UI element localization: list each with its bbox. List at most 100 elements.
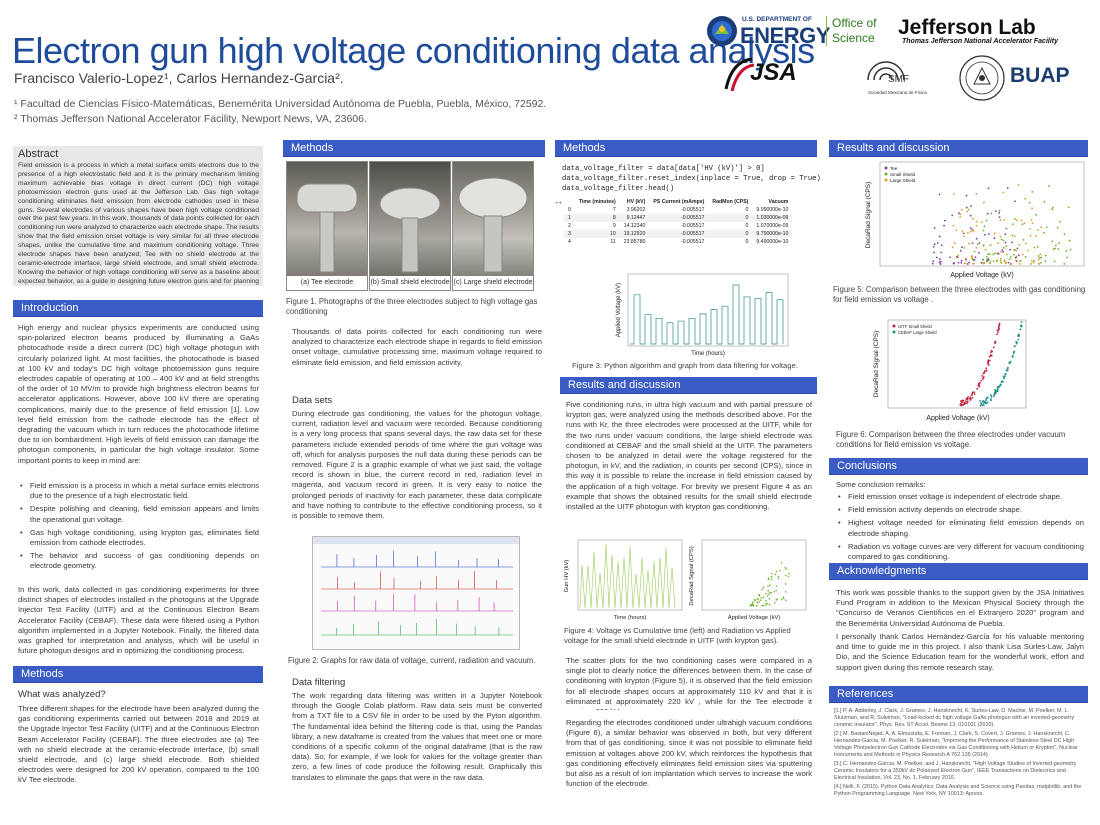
fig5-point xyxy=(1002,250,1005,253)
fig5-point xyxy=(1023,222,1026,225)
fig5-point xyxy=(980,221,983,224)
results-paragraph-1: Five conditioning runs, in ultra high va… xyxy=(566,400,812,512)
fig5-point xyxy=(969,227,972,230)
figure-5-caption: Figure 5: Comparison between the three e… xyxy=(833,285,1086,304)
fig5-point xyxy=(933,243,936,246)
fig6-point xyxy=(965,402,967,405)
fig5-point xyxy=(1001,248,1004,251)
table-cell: 1 xyxy=(564,214,575,222)
fig4b-point xyxy=(762,596,765,599)
fig5-point xyxy=(993,232,996,235)
fig4b-point xyxy=(751,602,754,605)
table-cell: -0.005517 xyxy=(649,214,709,222)
fig6-point xyxy=(982,402,985,405)
fig5-point xyxy=(1037,255,1040,257)
fig4b-point xyxy=(775,589,777,592)
fig4b-point xyxy=(782,597,785,600)
fig6-point xyxy=(981,374,984,377)
fig5-xlabel: Applied Voltage (kV) xyxy=(950,272,1013,279)
fig5-point xyxy=(957,256,960,259)
fig5-point xyxy=(944,219,946,222)
fig6-point xyxy=(978,385,981,388)
fig4b-point xyxy=(770,578,773,581)
fig6-point xyxy=(987,361,989,364)
fig5-point xyxy=(1051,240,1054,243)
fig5-point xyxy=(1002,246,1005,249)
fig6-point xyxy=(964,400,967,403)
photo-tee-electrode: (a) Tee electrode xyxy=(286,161,368,291)
fig4b-point xyxy=(758,594,761,597)
fig4b-point xyxy=(767,585,769,587)
table-header-row: Time (minutes) HV (kV) PS Current (mAmps… xyxy=(564,198,792,206)
fig6-point xyxy=(994,390,997,393)
fig6-point xyxy=(994,392,997,395)
fig6-point xyxy=(966,402,969,404)
legend-label-small: Small Shield xyxy=(890,172,916,177)
fig6-point xyxy=(1016,341,1018,344)
table-row: 4 11 23.85780 -0.005517 0 9.490000e-10 xyxy=(564,238,792,246)
acknowledgments-paragraph-2: I personally thank Carlos Hernández-Garc… xyxy=(836,632,1084,672)
office-text-1: Office of xyxy=(832,16,877,30)
table-cell: 0 xyxy=(745,239,749,245)
fig5-point xyxy=(1005,245,1008,248)
fig3-ylabel: Applied Voltage (kV) xyxy=(616,283,622,337)
small-shield-illustration xyxy=(379,187,441,273)
legend-marker-tee xyxy=(884,166,888,170)
fig5-point xyxy=(1029,234,1032,237)
fig5-point xyxy=(972,259,975,262)
fig5-point xyxy=(967,232,969,234)
fig5-point xyxy=(965,194,968,197)
photo-label-tee: (a) Tee electrode xyxy=(287,276,367,290)
fig5-point xyxy=(1018,244,1021,246)
fig6-point xyxy=(1004,373,1007,376)
fig6-point xyxy=(987,359,990,362)
fig5-point xyxy=(932,245,935,248)
reference-item: [2.] M. BastaniNejad, A. A. Elmustafa, E… xyxy=(834,731,1078,758)
figure-3-caption: Figure 3: Python algorithm and graph fro… xyxy=(572,361,798,370)
fig6-point xyxy=(1013,345,1016,348)
fig4b-point xyxy=(762,604,765,607)
fig5-point xyxy=(987,187,990,190)
fig6-point xyxy=(990,351,992,354)
fig6-point xyxy=(997,326,1000,329)
table-cell: 1.070000e-09 xyxy=(756,223,789,229)
methods-right-header: Methods xyxy=(555,140,817,157)
fig5-point xyxy=(971,256,973,259)
fig5-point xyxy=(1059,220,1062,223)
table-cell: 9.790000e-10 xyxy=(752,230,793,238)
fig4b-point xyxy=(771,572,773,575)
fig4b-point xyxy=(768,603,771,606)
fig5-point xyxy=(988,233,990,235)
fig4b-frame xyxy=(701,539,807,611)
fig5-point xyxy=(1032,261,1035,264)
results-paragraph-3: Regarding the electrodes conditioned und… xyxy=(566,718,812,789)
fig5-point xyxy=(975,220,978,223)
fig6-point xyxy=(990,397,992,400)
table-cell: 0 xyxy=(568,207,571,213)
fig6-point xyxy=(984,400,986,403)
fig5-point xyxy=(940,251,943,254)
table-cell: 23.85780 xyxy=(623,239,646,245)
methods-left-text: Three different shapes for the electrode… xyxy=(18,704,259,785)
conclusion-bullet: Radiation vs voltage curves are very dif… xyxy=(836,542,1084,562)
tee-electrode-illustration xyxy=(296,183,358,273)
fig5-point xyxy=(1031,207,1033,210)
fig5-point xyxy=(1035,213,1038,216)
fig5-point xyxy=(1000,238,1003,241)
legend-marker-uitf xyxy=(892,324,896,328)
fig6-point xyxy=(996,333,998,336)
fig6-point xyxy=(983,371,986,374)
fig6-point xyxy=(997,386,1000,389)
fig5-point xyxy=(1057,248,1060,250)
fig4b-point xyxy=(787,575,790,578)
fig5-point xyxy=(1038,256,1041,259)
figure-5-svg: Tee Small Shield Large Shield Applied Vo… xyxy=(865,161,1085,279)
fig5-point xyxy=(931,262,934,265)
legend-label-tee: Tee xyxy=(890,166,898,171)
fig4b-point xyxy=(784,583,787,585)
jsa-swoosh-icon xyxy=(724,57,755,92)
fig6-point xyxy=(993,393,996,396)
fig4b-point xyxy=(752,604,755,606)
table-cell: 4 xyxy=(568,239,571,245)
fig4b-point xyxy=(785,590,787,593)
